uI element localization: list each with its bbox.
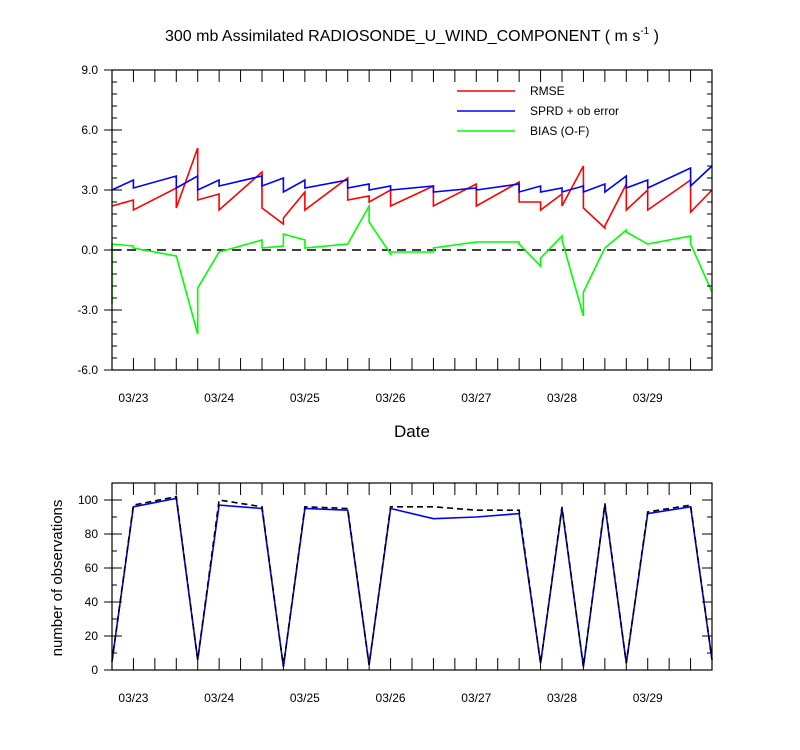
series-line-bias-o-f: [111, 202, 713, 335]
y-tick-label: 20: [85, 629, 99, 643]
y-tick-label: 3.0: [81, 183, 98, 197]
y-tick-label: -3.0: [77, 303, 98, 317]
x-tick-label: 03/24: [204, 391, 234, 405]
series-line-used-observations: [111, 497, 713, 667]
x-tick-label: 03/26: [376, 691, 406, 705]
series-line-total-observations: [111, 495, 713, 667]
y-tick-label: 100: [78, 493, 98, 507]
legend: RMSE SPRD + ob error BIAS (O-F): [457, 84, 619, 138]
y-tick-label: 0: [91, 663, 98, 677]
x-tick-label: 03/25: [290, 391, 320, 405]
y-tick-label: 60: [85, 561, 99, 575]
legend-label-rmse: RMSE: [530, 84, 565, 98]
legend-label-sprd: SPRD + ob error: [530, 104, 619, 118]
top-axis-ticks: 9.0 6.0 3.0 0.0 -3.0 -6.0 03/23 03/24 03/25 03/26…: [77, 63, 713, 405]
top-series-group: [111, 147, 713, 335]
x-tick-label: 03/28: [547, 691, 577, 705]
top-chart-title: 300 mb Assimilated RADIOSONDE_U_WIND_COM…: [165, 26, 659, 45]
y-tick-label: -6.0: [77, 363, 98, 377]
y-tick-label: 6.0: [81, 123, 98, 137]
y-tick-label: 9.0: [81, 63, 98, 77]
y-tick-label: 80: [85, 527, 99, 541]
x-tick-label: 03/26: [376, 391, 406, 405]
top-plot-frame: [111, 69, 713, 371]
y-tick-label: 40: [85, 595, 99, 609]
x-tick-label: 03/27: [461, 391, 491, 405]
x-tick-label: 03/29: [633, 391, 663, 405]
x-tick-label: 03/25: [290, 691, 320, 705]
bottom-axis-ticks: 0 20 40 60 80 100 03/23 03/24 03/25 03/26 03/27 03/…: [78, 482, 713, 705]
x-tick-label: 03/24: [204, 691, 234, 705]
series-line-rmse: [111, 147, 713, 230]
top-chart: 300 mb Assimilated RADIOSONDE_U_WIND_COM…: [77, 26, 713, 441]
x-tick-label: 03/23: [118, 691, 148, 705]
x-tick-label: 03/28: [547, 391, 577, 405]
x-tick-label: 03/27: [461, 691, 491, 705]
y-tick-label: 0.0: [81, 243, 98, 257]
legend-label-bias: BIAS (O-F): [530, 124, 589, 138]
bottom-y-axis-label: number of observations: [49, 500, 66, 657]
x-tick-label: 03/29: [633, 691, 663, 705]
bottom-series-group: [111, 495, 713, 667]
x-tick-label: 03/23: [118, 391, 148, 405]
series-line-sprd-ob-error: [111, 165, 713, 194]
top-x-axis-label: Date: [394, 422, 430, 441]
bottom-plot-frame: [111, 482, 713, 671]
bottom-chart: 0 20 40 60 80 100 03/23 03/24 03/25 03/26 03/27 03/…: [49, 482, 713, 705]
